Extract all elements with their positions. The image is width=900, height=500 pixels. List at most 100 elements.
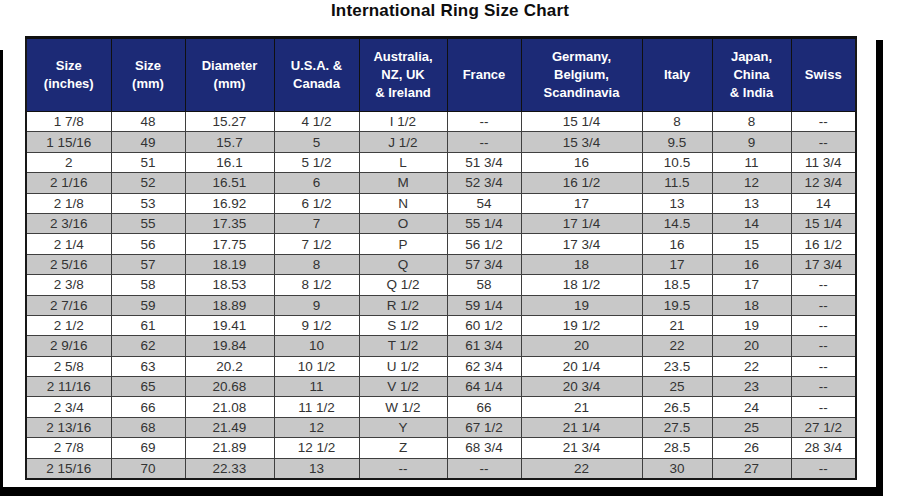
table-row: 1 15/164915.75J 1/2--15 3/49.59-- (26, 132, 856, 152)
cell-size-inches: 2 1/4 (26, 234, 111, 254)
cell-diameter-mm: 15.27 (185, 112, 274, 132)
ring-size-table: Size(inches)Size(mm)Diameter(mm)U.S.A. &… (25, 36, 857, 480)
cell-france: 67 1/2 (447, 417, 521, 437)
table-row: 2 5/165718.198Q57 3/418171617 3/4 (26, 254, 856, 274)
column-header-germany-belgium-scandinavia: Germany,Belgium,Scandinavia (521, 38, 642, 112)
cell-diameter-mm: 21.89 (185, 438, 274, 458)
cell-size-inches: 2 13/16 (26, 417, 111, 437)
cell-usa-canada: 9 (274, 295, 359, 315)
cell-swiss: 28 3/4 (791, 438, 856, 458)
cell-japan-china-india: 16 (712, 254, 791, 274)
cell-usa-canada: 13 (274, 458, 359, 479)
cell-italy: 25 (642, 377, 712, 397)
table-row: 2 11/166520.6811V 1/264 1/420 3/42523-- (26, 377, 856, 397)
table-header: Size(inches)Size(mm)Diameter(mm)U.S.A. &… (26, 38, 856, 112)
cell-size-mm: 68 (111, 417, 185, 437)
cell-swiss: 11 3/4 (791, 152, 856, 172)
cell-france: 54 (447, 193, 521, 213)
cell-italy: 28.5 (642, 438, 712, 458)
cell-australia-nz-uk-ireland: Q (359, 254, 447, 274)
cell-australia-nz-uk-ireland: -- (359, 458, 447, 479)
cell-diameter-mm: 18.89 (185, 295, 274, 315)
table-row: 2 9/166219.8410T 1/261 3/4202220-- (26, 336, 856, 356)
table-row: 2 3/46621.0811 1/2W 1/2662126.524-- (26, 397, 856, 417)
cell-swiss: -- (791, 356, 856, 376)
cell-size-inches: 2 9/16 (26, 336, 111, 356)
cell-japan-china-india: 27 (712, 458, 791, 479)
cell-germany-belgium-scandinavia: 21 3/4 (521, 438, 642, 458)
cell-japan-china-india: 14 (712, 213, 791, 233)
column-header-france: France (447, 38, 521, 112)
cell-australia-nz-uk-ireland: N (359, 193, 447, 213)
cell-japan-china-india: 17 (712, 275, 791, 295)
cell-france: 51 3/4 (447, 152, 521, 172)
cell-germany-belgium-scandinavia: 16 (521, 152, 642, 172)
cell-italy: 17 (642, 254, 712, 274)
cell-size-mm: 66 (111, 397, 185, 417)
cell-diameter-mm: 16.1 (185, 152, 274, 172)
frame-line-right (876, 40, 883, 496)
cell-diameter-mm: 19.84 (185, 336, 274, 356)
cell-germany-belgium-scandinavia: 18 1/2 (521, 275, 642, 295)
cell-italy: 22 (642, 336, 712, 356)
column-header-japan-china-india: Japan,China& India (712, 38, 791, 112)
cell-germany-belgium-scandinavia: 16 1/2 (521, 173, 642, 193)
cell-germany-belgium-scandinavia: 20 1/4 (521, 356, 642, 376)
cell-japan-china-india: 11 (712, 152, 791, 172)
cell-australia-nz-uk-ireland: M (359, 173, 447, 193)
cell-italy: 18.5 (642, 275, 712, 295)
cell-australia-nz-uk-ireland: J 1/2 (359, 132, 447, 152)
cell-size-inches: 2 3/16 (26, 213, 111, 233)
cell-australia-nz-uk-ireland: Z (359, 438, 447, 458)
table-row: 2 1/26119.419 1/2S 1/260 1/219 1/22119-- (26, 315, 856, 335)
cell-usa-canada: 10 (274, 336, 359, 356)
column-header-swiss: Swiss (791, 38, 856, 112)
cell-australia-nz-uk-ireland: R 1/2 (359, 295, 447, 315)
cell-italy: 27.5 (642, 417, 712, 437)
cell-diameter-mm: 18.19 (185, 254, 274, 274)
cell-size-inches: 2 3/4 (26, 397, 111, 417)
cell-france: 62 3/4 (447, 356, 521, 376)
cell-usa-canada: 5 1/2 (274, 152, 359, 172)
cell-swiss: 16 1/2 (791, 234, 856, 254)
cell-france: 52 3/4 (447, 173, 521, 193)
column-header-italy: Italy (642, 38, 712, 112)
cell-germany-belgium-scandinavia: 22 (521, 458, 642, 479)
cell-size-mm: 63 (111, 356, 185, 376)
cell-diameter-mm: 16.51 (185, 173, 274, 193)
table-row: 2 7/165918.899R 1/259 1/41919.518-- (26, 295, 856, 315)
cell-diameter-mm: 21.49 (185, 417, 274, 437)
cell-japan-china-india: 9 (712, 132, 791, 152)
cell-italy: 13 (642, 193, 712, 213)
cell-size-mm: 52 (111, 173, 185, 193)
cell-usa-canada: 4 1/2 (274, 112, 359, 132)
cell-germany-belgium-scandinavia: 18 (521, 254, 642, 274)
cell-swiss: 17 3/4 (791, 254, 856, 274)
cell-france: -- (447, 112, 521, 132)
cell-size-inches: 2 3/8 (26, 275, 111, 295)
table-row: 2 3/165517.357O55 1/417 1/414.51415 1/4 (26, 213, 856, 233)
cell-size-mm: 70 (111, 458, 185, 479)
cell-australia-nz-uk-ireland: O (359, 213, 447, 233)
cell-size-mm: 49 (111, 132, 185, 152)
cell-japan-china-india: 15 (712, 234, 791, 254)
cell-japan-china-india: 24 (712, 397, 791, 417)
cell-swiss: -- (791, 336, 856, 356)
cell-swiss: 15 1/4 (791, 213, 856, 233)
cell-diameter-mm: 17.35 (185, 213, 274, 233)
cell-australia-nz-uk-ireland: W 1/2 (359, 397, 447, 417)
column-header-size-inches: Size(inches) (26, 38, 111, 112)
cell-usa-canada: 7 1/2 (274, 234, 359, 254)
cell-australia-nz-uk-ireland: Y (359, 417, 447, 437)
cell-size-inches: 1 15/16 (26, 132, 111, 152)
cell-japan-china-india: 20 (712, 336, 791, 356)
cell-germany-belgium-scandinavia: 21 (521, 397, 642, 417)
cell-japan-china-india: 12 (712, 173, 791, 193)
table-row: 2 15/167022.3313----223027-- (26, 458, 856, 479)
column-header-size-mm: Size(mm) (111, 38, 185, 112)
cell-france: 58 (447, 275, 521, 295)
cell-france: -- (447, 132, 521, 152)
cell-size-mm: 55 (111, 213, 185, 233)
cell-germany-belgium-scandinavia: 17 3/4 (521, 234, 642, 254)
cell-germany-belgium-scandinavia: 21 1/4 (521, 417, 642, 437)
